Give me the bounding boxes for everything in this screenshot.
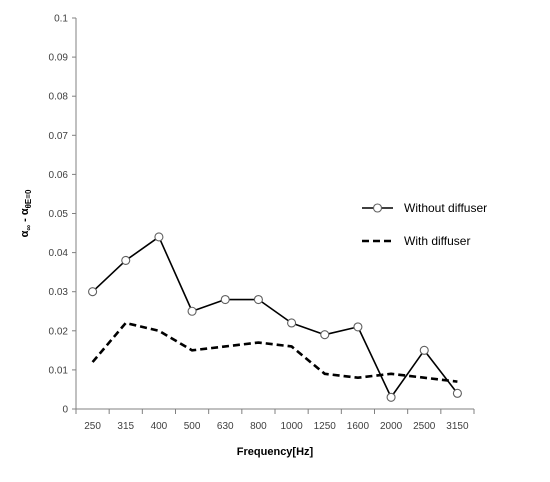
y-tick-label: 0.08 — [49, 92, 69, 103]
x-tick-label: 3150 — [446, 421, 469, 432]
x-tick-label: 1600 — [347, 421, 370, 432]
data-point — [353, 322, 363, 332]
x-tick-label: 1250 — [314, 421, 337, 432]
data-point — [253, 294, 263, 305]
y-tick-label: 0.03 — [49, 287, 69, 298]
x-tick-label: 315 — [117, 421, 134, 432]
data-point — [452, 388, 462, 398]
x-tick-label: 400 — [151, 421, 168, 432]
x-axis-ticks: 250 315 400 500 630 800 1000 1250 1600 2000 2500 31… — [75, 409, 475, 432]
x-tick-label: 1000 — [280, 421, 303, 432]
data-point — [154, 232, 164, 242]
x-tick-label: 800 — [250, 421, 267, 432]
y-tick-label: 0.02 — [49, 326, 69, 337]
data-point — [121, 255, 131, 265]
series-group — [88, 232, 462, 402]
series-line-1 — [91, 321, 458, 383]
data-point — [287, 318, 297, 328]
y-tick-label: 0.05 — [49, 209, 69, 220]
y-tick-label: 0.01 — [49, 365, 69, 376]
legend-label: With diffuser — [404, 234, 470, 248]
legend: Without diffuser With diffuser — [362, 201, 487, 248]
data-point — [419, 345, 429, 355]
legend-marker — [372, 203, 383, 213]
x-tick-label: 630 — [217, 421, 234, 432]
data-point — [386, 392, 396, 402]
legend-label: Without diffuser — [404, 201, 487, 215]
x-axis-title: Frequency[Hz] — [237, 446, 314, 458]
x-tick-label: 2000 — [380, 421, 403, 432]
x-tick-label: 250 — [84, 421, 101, 432]
y-tick-label: 0.04 — [49, 248, 69, 259]
data-point — [320, 330, 330, 340]
x-tick-label: 2500 — [413, 421, 436, 432]
y-tick-label: 0.07 — [49, 131, 69, 142]
y-tick-label: 0.09 — [49, 53, 69, 64]
x-tick-label: 500 — [184, 421, 201, 432]
data-point — [220, 294, 230, 305]
y-axis-title: α∞ - αθE=0 — [19, 189, 33, 237]
y-tick-label: 0 — [62, 405, 68, 416]
y-axis-ticks: 0 0.01 0.02 0.03 0.04 0.05 0.06 0.07 0.08 0.09 0.1 — [49, 14, 76, 416]
y-tick-label: 0.06 — [49, 170, 69, 181]
y-tick-label: 0.1 — [54, 14, 68, 25]
data-point — [187, 306, 197, 316]
series-line-0 — [92, 236, 459, 399]
data-point — [88, 287, 98, 297]
